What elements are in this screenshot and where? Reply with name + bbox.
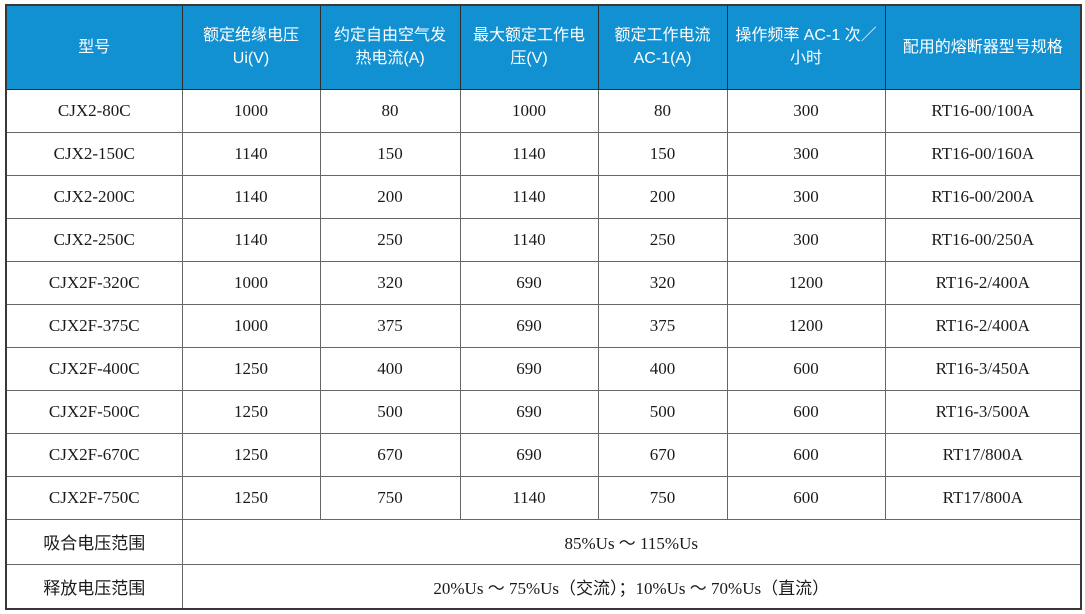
value-cell: 1250 [181, 432, 321, 477]
model-cell: CJX2F-750C [5, 475, 183, 520]
value-cell: 750 [597, 475, 728, 520]
value-cell: RT17/800A [884, 432, 1082, 477]
value-cell: 1000 [181, 88, 321, 133]
value-cell: 1140 [459, 131, 599, 176]
value-cell: 400 [319, 346, 461, 391]
value-cell: RT16-00/200A [884, 174, 1082, 219]
footer-label-release-voltage: 释放电压范围 [5, 563, 183, 610]
table-row: CJX2F-750C 1250 750 1140 750 600 RT17/800A [5, 475, 1082, 520]
column-header-insulation-voltage: 额定绝缘电压 Ui(V) [181, 4, 321, 90]
model-cell: CJX2-250C [5, 217, 183, 262]
value-cell: 250 [319, 217, 461, 262]
table-row: CJX2F-400C 1250 400 690 400 600 RT16-3/450A [5, 346, 1082, 391]
footer-row: 释放电压范围 20%Us ～ 75%Us（交流）；10%Us ～ 70%Us（直… [5, 563, 1082, 610]
model-cell: CJX2F-320C [5, 260, 183, 305]
value-cell: RT16-2/400A [884, 260, 1082, 305]
footer-label-pickup-voltage: 吸合电压范围 [5, 518, 183, 565]
table-row: CJX2F-320C 1000 320 690 320 1200 RT16-2/400A [5, 260, 1082, 305]
value-cell: 690 [459, 389, 599, 434]
value-cell: 600 [726, 475, 886, 520]
value-cell: 300 [726, 88, 886, 133]
value-cell: 300 [726, 217, 886, 262]
table-row: CJX2F-500C 1250 500 690 500 600 RT16-3/500A [5, 389, 1082, 434]
model-cell: CJX2-80C [5, 88, 183, 133]
column-header-operating-frequency: 操作频率 AC-1 次／小时 [726, 4, 886, 90]
value-cell: 250 [597, 217, 728, 262]
value-cell: 375 [597, 303, 728, 348]
value-cell: 300 [726, 174, 886, 219]
footer-value-release-voltage: 20%Us ～ 75%Us（交流）；10%Us ～ 70%Us（直流） [181, 563, 1082, 610]
model-cell: CJX2-150C [5, 131, 183, 176]
spec-table: 型号 额定绝缘电压 Ui(V) 约定自由空气发热电流(A) 最大额定工作电压(V… [5, 4, 1082, 610]
value-cell: 1140 [459, 217, 599, 262]
column-header-working-current: 额定工作电流 AC-1(A) [597, 4, 728, 90]
model-cell: CJX2F-400C [5, 346, 183, 391]
value-cell: 750 [319, 475, 461, 520]
header-row: 型号 额定绝缘电压 Ui(V) 约定自由空气发热电流(A) 最大额定工作电压(V… [5, 4, 1082, 90]
value-cell: 80 [319, 88, 461, 133]
value-cell: 150 [597, 131, 728, 176]
value-cell: 1200 [726, 303, 886, 348]
value-cell: 690 [459, 260, 599, 305]
column-header-fuse-spec: 配用的熔断器型号规格 [884, 4, 1082, 90]
value-cell: 400 [597, 346, 728, 391]
value-cell: 670 [319, 432, 461, 477]
value-cell: RT17/800A [884, 475, 1082, 520]
value-cell: RT16-00/100A [884, 88, 1082, 133]
table-row: CJX2-80C 1000 80 1000 80 300 RT16-00/100A [5, 88, 1082, 133]
value-cell: 500 [597, 389, 728, 434]
value-cell: RT16-00/160A [884, 131, 1082, 176]
spec-table-body: CJX2-80C 1000 80 1000 80 300 RT16-00/100A CJX2-… [5, 88, 1082, 520]
model-cell: CJX2F-500C [5, 389, 183, 434]
value-cell: 1140 [181, 131, 321, 176]
value-cell: 500 [319, 389, 461, 434]
value-cell: 690 [459, 303, 599, 348]
value-cell: 1250 [181, 346, 321, 391]
value-cell: 690 [459, 432, 599, 477]
column-header-thermal-current: 约定自由空气发热电流(A) [319, 4, 461, 90]
table-row: CJX2-200C 1140 200 1140 200 300 RT16-00/200A [5, 174, 1082, 219]
table-row: CJX2-150C 1140 150 1140 150 300 RT16-00/160A [5, 131, 1082, 176]
value-cell: 600 [726, 389, 886, 434]
footer-value-pickup-voltage: 85%Us ～ 115%Us [181, 518, 1082, 565]
value-cell: RT16-3/500A [884, 389, 1082, 434]
table-row: CJX2F-670C 1250 670 690 670 600 RT17/800A [5, 432, 1082, 477]
value-cell: 1200 [726, 260, 886, 305]
column-header-model: 型号 [5, 4, 183, 90]
footer-row: 吸合电压范围 85%Us ～ 115%Us [5, 518, 1082, 565]
value-cell: RT16-3/450A [884, 346, 1082, 391]
model-cell: CJX2F-375C [5, 303, 183, 348]
value-cell: 320 [597, 260, 728, 305]
value-cell: 375 [319, 303, 461, 348]
table-row: CJX2F-375C 1000 375 690 375 1200 RT16-2/400A [5, 303, 1082, 348]
value-cell: 1250 [181, 389, 321, 434]
value-cell: 1000 [459, 88, 599, 133]
value-cell: 1140 [181, 174, 321, 219]
value-cell: 300 [726, 131, 886, 176]
value-cell: 1000 [181, 260, 321, 305]
value-cell: 320 [319, 260, 461, 305]
value-cell: 150 [319, 131, 461, 176]
value-cell: 1000 [181, 303, 321, 348]
model-cell: CJX2F-670C [5, 432, 183, 477]
table-row: CJX2-250C 1140 250 1140 250 300 RT16-00/250A [5, 217, 1082, 262]
value-cell: 1250 [181, 475, 321, 520]
value-cell: 200 [597, 174, 728, 219]
value-cell: 670 [597, 432, 728, 477]
value-cell: 690 [459, 346, 599, 391]
spec-table-footer: 吸合电压范围 85%Us ～ 115%Us 释放电压范围 20%Us ～ 75%… [5, 518, 1082, 610]
value-cell: 1140 [181, 217, 321, 262]
model-cell: CJX2-200C [5, 174, 183, 219]
column-header-max-voltage: 最大额定工作电压(V) [459, 4, 599, 90]
value-cell: RT16-00/250A [884, 217, 1082, 262]
value-cell: 80 [597, 88, 728, 133]
value-cell: 1140 [459, 475, 599, 520]
value-cell: 600 [726, 346, 886, 391]
value-cell: 1140 [459, 174, 599, 219]
value-cell: 200 [319, 174, 461, 219]
value-cell: RT16-2/400A [884, 303, 1082, 348]
value-cell: 600 [726, 432, 886, 477]
